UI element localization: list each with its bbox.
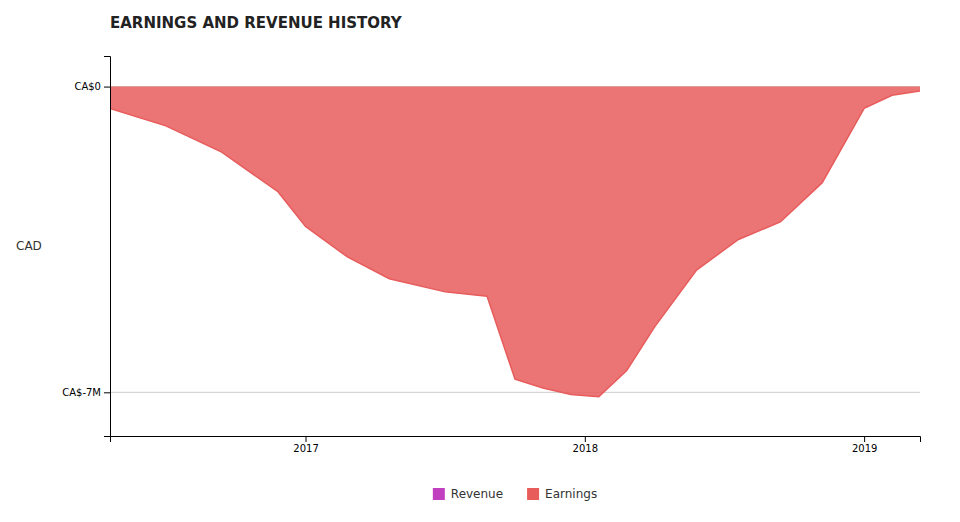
x-tick-mark <box>864 436 865 442</box>
x-axis-line <box>111 437 921 443</box>
x-tick: 2017 <box>293 436 318 454</box>
title: EARNINGS AND REVENUE HISTORY <box>110 14 403 32</box>
legend: Revenue Earnings <box>433 487 597 501</box>
y-tick: CA$-7M <box>62 387 110 398</box>
x-tick: 2018 <box>573 436 598 454</box>
legend-swatch <box>527 488 539 500</box>
area-line <box>110 91 920 397</box>
x-tick: 2019 <box>852 436 877 454</box>
legend-swatch <box>433 488 445 500</box>
chart: CA$0 CA$-7M 2017 2018 2019 CAD EARNINGS AND RE… <box>0 0 960 522</box>
legend-label: Earnings <box>545 487 597 501</box>
x-tick-label: 2019 <box>852 443 877 454</box>
y-tick-mark <box>104 392 110 393</box>
y-tick: CA$0 <box>74 81 110 92</box>
y-axis: CA$0 CA$-7M <box>62 57 110 437</box>
legend-label: Revenue <box>451 487 503 501</box>
y-tick-mark <box>104 87 110 88</box>
x-axis: 2017 2018 2019 <box>111 436 921 454</box>
plot: CA$0 CA$-7M 2017 2018 2019 <box>62 57 920 455</box>
legend-item: Revenue <box>433 487 503 501</box>
area <box>110 87 920 397</box>
legend-item: Earnings <box>527 487 597 501</box>
y-tick-label: CA$0 <box>74 81 101 92</box>
x-tick-mark <box>585 436 586 442</box>
y-axis-title: CAD <box>16 239 42 253</box>
x-tick-label: 2018 <box>573 443 598 454</box>
x-tick-label: 2017 <box>293 443 318 454</box>
y-axis-line <box>104 57 111 437</box>
y-tick-label: CA$-7M <box>62 387 101 398</box>
x-tick-mark <box>306 436 307 442</box>
marks <box>110 87 920 397</box>
grid-line <box>110 392 920 393</box>
